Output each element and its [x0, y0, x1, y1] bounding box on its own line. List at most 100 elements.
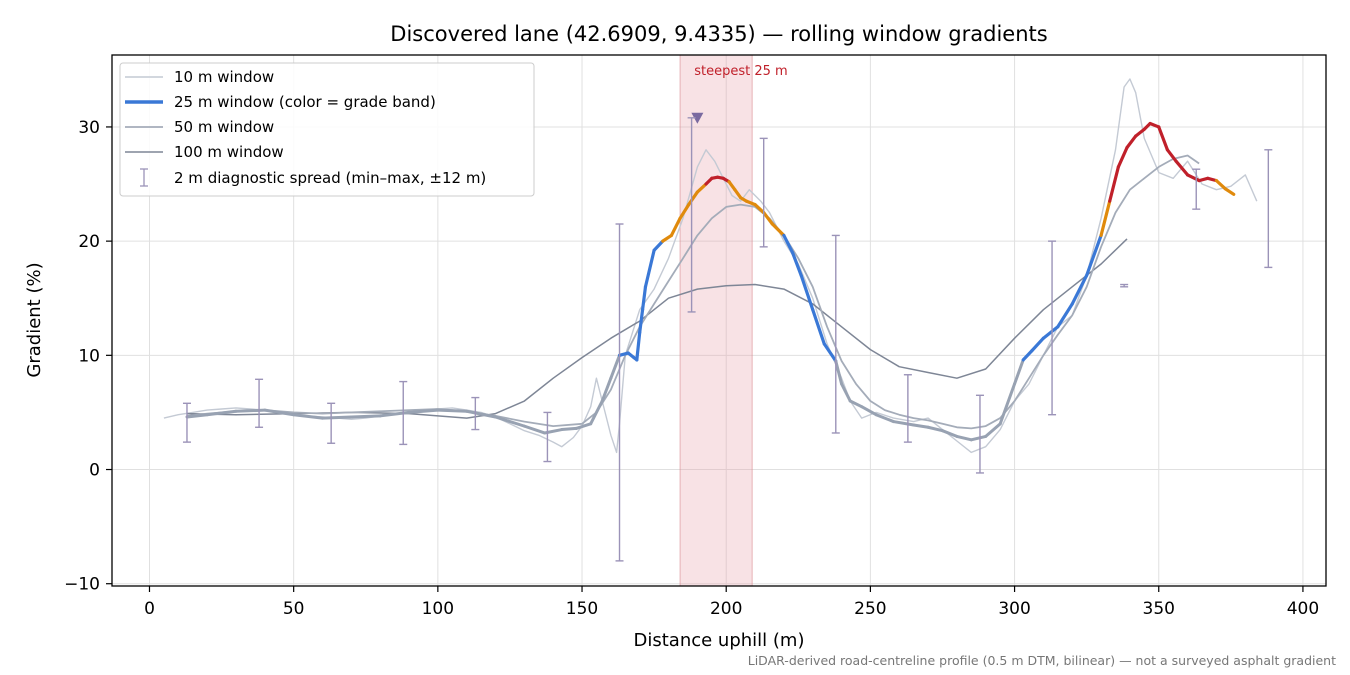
series-25m-segment	[1157, 125, 1170, 152]
y-tick-label-0: 0	[89, 461, 100, 481]
legend-frame	[119, 62, 535, 197]
x-tick-label-300: 300	[998, 599, 1030, 619]
series-25m-segment	[1056, 302, 1074, 329]
legend-swatch-diagnostic	[140, 168, 148, 187]
series-25m-segment	[560, 426, 578, 432]
x-tick-label-150: 150	[566, 599, 598, 619]
series-25m-segment	[678, 202, 691, 220]
series-25m-segment	[494, 415, 526, 428]
errorbar-113	[471, 396, 480, 431]
x-tick-label-50: 50	[283, 599, 305, 619]
x-axis-label: Distance uphill (m)	[634, 630, 805, 651]
series-25m-segment	[1165, 148, 1178, 163]
legend: 10 m window 25 m window (color = grade b…	[119, 62, 535, 197]
series-25m-segment	[465, 409, 498, 419]
series-lines	[163, 78, 1258, 454]
errorbar-388	[1264, 149, 1273, 269]
plot-frame	[111, 54, 1327, 587]
highlight-band	[679, 54, 753, 587]
series-25m-segment	[609, 353, 622, 380]
x-axis-ticks: 0 50 100 150 200 250 300 350 400	[144, 586, 1319, 619]
errorbar-188	[687, 117, 696, 313]
series-25m-segment	[733, 188, 743, 200]
y-axis-label: Gradient (%)	[24, 262, 45, 377]
series-25m-segment	[263, 408, 296, 417]
series-25m-segment	[687, 190, 699, 207]
series-25m-segment	[1041, 325, 1060, 340]
legend-label-25m: 25 m window (color = grade band)	[174, 93, 436, 111]
series-25m-segment	[799, 273, 815, 312]
errorbar-338	[1120, 283, 1129, 288]
series-25m-segment	[848, 399, 864, 409]
series-25m-segment	[652, 239, 665, 252]
series-25m-segment	[762, 210, 774, 226]
errorbar-63	[327, 402, 336, 444]
series-25m-segment	[695, 182, 708, 194]
series-25m-segment	[1085, 233, 1103, 277]
series-25m-segment	[811, 308, 826, 346]
legend-label-50m: 50 m window	[174, 118, 274, 136]
errorbar-38	[255, 378, 264, 428]
errorbar-13	[182, 402, 191, 443]
series-25m-segment	[874, 413, 895, 424]
series-25m-segment	[1223, 187, 1236, 196]
x-tick-label-250: 250	[854, 599, 886, 619]
series-25m-segment	[638, 308, 645, 335]
errorbar-88	[399, 380, 408, 446]
series-25m-segment	[407, 408, 440, 414]
series-25m-segment	[600, 376, 613, 403]
steepest-highlight	[679, 54, 753, 587]
footnote: LiDAR-derived road-centreline profile (0…	[748, 653, 1336, 668]
series-25m-segment	[1116, 145, 1129, 169]
series-25m-segment	[1134, 127, 1146, 138]
series-25m-segment	[589, 399, 604, 426]
errorbar-263	[903, 374, 912, 443]
series-25m-segment	[661, 233, 674, 243]
series-25m-segment	[321, 415, 353, 420]
legend-label-diagnostic: 2 m diagnostic spread (min–max, ±12 m)	[174, 169, 486, 187]
series-25m-segment	[840, 382, 852, 403]
series-25m-segment	[1070, 273, 1089, 306]
series-25m-segment	[1099, 199, 1112, 238]
series-25m-segment	[727, 180, 737, 192]
series-25m-segment	[912, 423, 930, 429]
y-tick-label-30: 30	[78, 118, 100, 138]
series-25m-segment	[770, 222, 786, 238]
x-tick-label-200: 200	[710, 599, 742, 619]
series-25m-segment	[574, 422, 593, 430]
series-25m-segment	[984, 422, 1002, 438]
legend-label-10m: 10 m window	[174, 68, 274, 86]
series-25m-segment	[969, 434, 988, 442]
chart-title: Discovered lane (42.6909, 9.4335) — roll…	[390, 22, 1047, 46]
series-25m-segment	[643, 248, 656, 289]
steepest-marker	[691, 112, 704, 124]
series-25m-segment	[955, 434, 973, 442]
x-tick-label-350: 350	[1143, 599, 1175, 619]
series-25m-segment	[1021, 349, 1034, 362]
errorbar-213	[759, 137, 768, 248]
x-tick-label-0: 0	[144, 599, 155, 619]
y-tick-label-20: 20	[78, 232, 100, 252]
series-25m-segment	[1125, 134, 1138, 150]
series-25m-segment	[1185, 173, 1201, 183]
errorbar-363	[1192, 168, 1201, 210]
series-25m-segment	[1013, 358, 1025, 386]
series-25m-segment	[790, 250, 803, 277]
series-25m-segment	[635, 330, 642, 362]
series-25m-segment	[940, 429, 959, 438]
x-tick-label-400: 400	[1287, 599, 1319, 619]
highlight-label: steepest 25 m	[694, 64, 787, 79]
series-line-3	[186, 238, 1128, 419]
series-25m-segment	[782, 233, 795, 255]
x-tick-label-100: 100	[422, 599, 454, 619]
errorbar-288	[975, 394, 984, 474]
errorbar-138	[543, 411, 552, 463]
series-25m-segment	[185, 413, 209, 419]
series-25m-segment	[1030, 336, 1046, 353]
series-25m-segment	[1108, 165, 1120, 203]
series-25m-segment	[292, 413, 325, 420]
series-25m-segment	[891, 420, 916, 427]
series-25m-segment	[860, 405, 878, 417]
legend-label-100m: 100 m window	[174, 143, 284, 161]
